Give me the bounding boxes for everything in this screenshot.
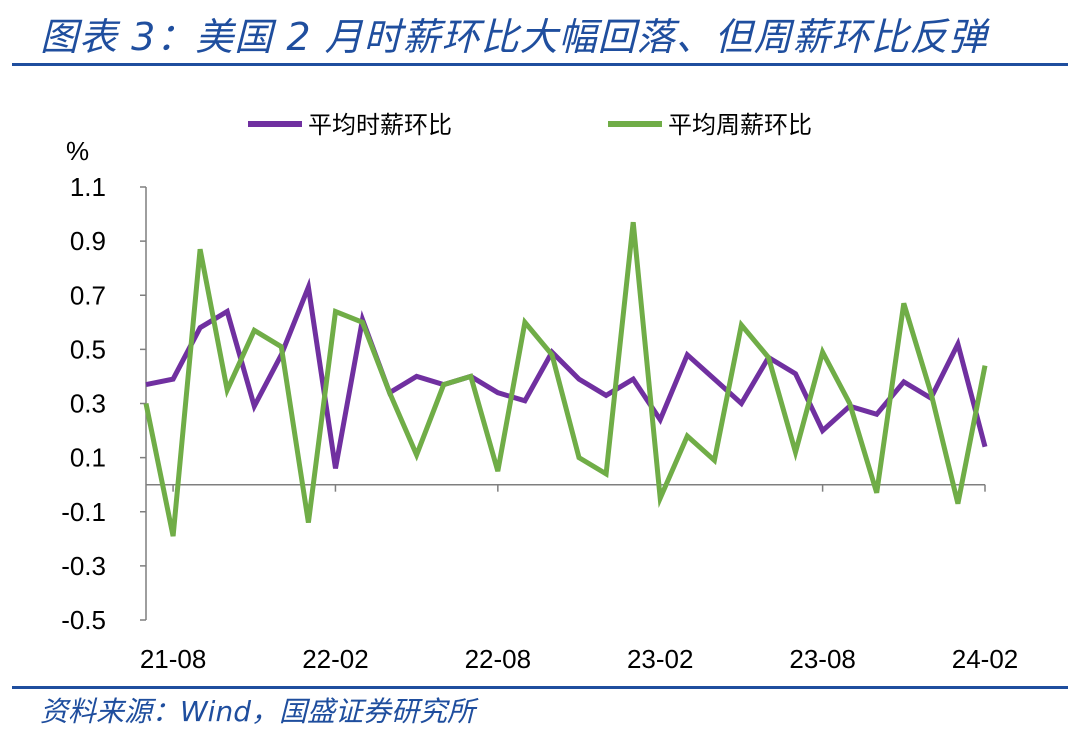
y-tick-label: -0.5 [61,605,106,635]
y-tick-label: 1.1 [70,172,106,202]
legend-label-hourly: 平均时薪环比 [308,111,452,139]
legend: 平均时薪环比 平均周薪环比 [248,111,812,139]
y-tick-label: 0.5 [70,334,106,364]
x-tick-label: 21-08 [140,644,207,674]
y-tick-label: 0.3 [70,389,106,419]
y-tick-label: -0.3 [61,551,106,581]
chart-title: 图表 3：美国 2 月时薪环比大幅回落、但周薪环比反弹 [40,15,988,59]
y-tick-label: 0.9 [70,226,106,256]
legend-label-weekly: 平均周薪环比 [668,111,812,139]
x-tick-label: 22-08 [465,644,532,674]
source-note: 资料来源：Wind，国盛证券研究所 [40,695,475,728]
title-divider [12,63,1068,66]
y-tick-label: 0.1 [70,443,106,473]
x-tick-label: 24-02 [952,644,1019,674]
line-chart: 1.1 0.9 0.7 0.5 0.3 0.1 -0.1 -0.3 -0.5 21-08 22-0… [61,111,1019,674]
series-layer [143,221,988,537]
y-axis-unit: % [66,136,89,166]
x-tick-label: 23-02 [627,644,694,674]
series-line-weekly [143,221,988,537]
y-tick-label: 0.7 [70,280,106,310]
source-divider [12,686,1068,689]
series-line-hourly [145,277,988,469]
x-axis: 21-08 22-02 22-08 23-02 23-08 24-02 [140,483,1019,674]
y-axis: 1.1 0.9 0.7 0.5 0.3 0.1 -0.1 -0.3 -0.5 [61,172,147,635]
y-tick-label: -0.1 [61,497,106,527]
x-tick-label: 23-08 [789,644,856,674]
x-tick-label: 22-02 [302,644,369,674]
